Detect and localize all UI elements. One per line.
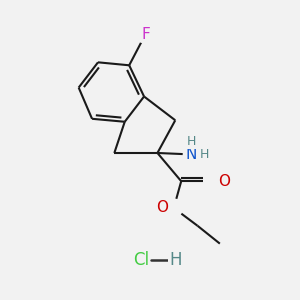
- Text: H: H: [169, 251, 182, 269]
- Text: F: F: [141, 27, 150, 42]
- Text: H: H: [187, 136, 196, 148]
- Text: N: N: [186, 147, 197, 162]
- Text: Cl: Cl: [133, 251, 149, 269]
- Text: O: O: [218, 174, 230, 189]
- Text: O: O: [156, 200, 168, 215]
- Text: H: H: [200, 148, 209, 161]
